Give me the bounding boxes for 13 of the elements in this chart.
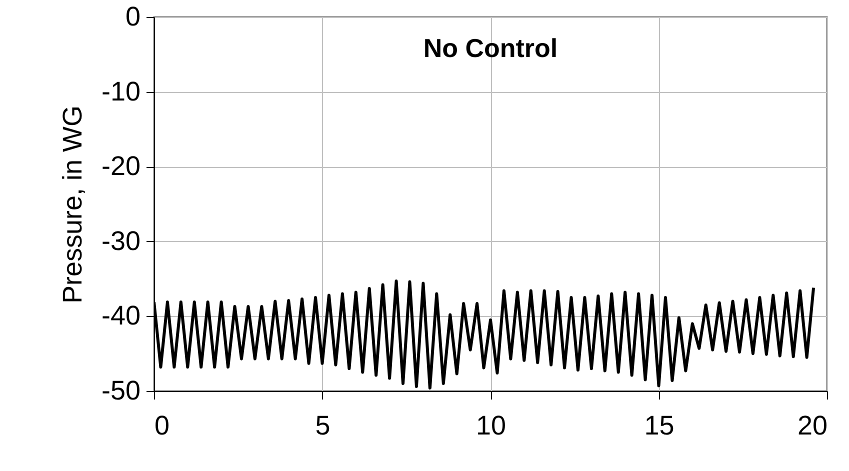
y-axis-title: Pressure, in WG (57, 105, 88, 304)
x-tick-label: 5 (315, 410, 330, 440)
y-tick-label: -40 (101, 300, 140, 331)
y-tick-label: 0 (125, 2, 140, 32)
annotation: No Control (423, 33, 558, 63)
x-tick-label: 0 (154, 410, 170, 440)
x-tick-label: 20 (797, 410, 828, 440)
x-tick-label: 10 (476, 410, 506, 440)
y-tick-label: -50 (101, 376, 140, 406)
y-tick-label: -30 (101, 226, 140, 256)
y-tick-label: -10 (101, 76, 140, 106)
x-tick-label: 15 (644, 410, 674, 440)
y-tick-label: -20 (101, 151, 140, 182)
